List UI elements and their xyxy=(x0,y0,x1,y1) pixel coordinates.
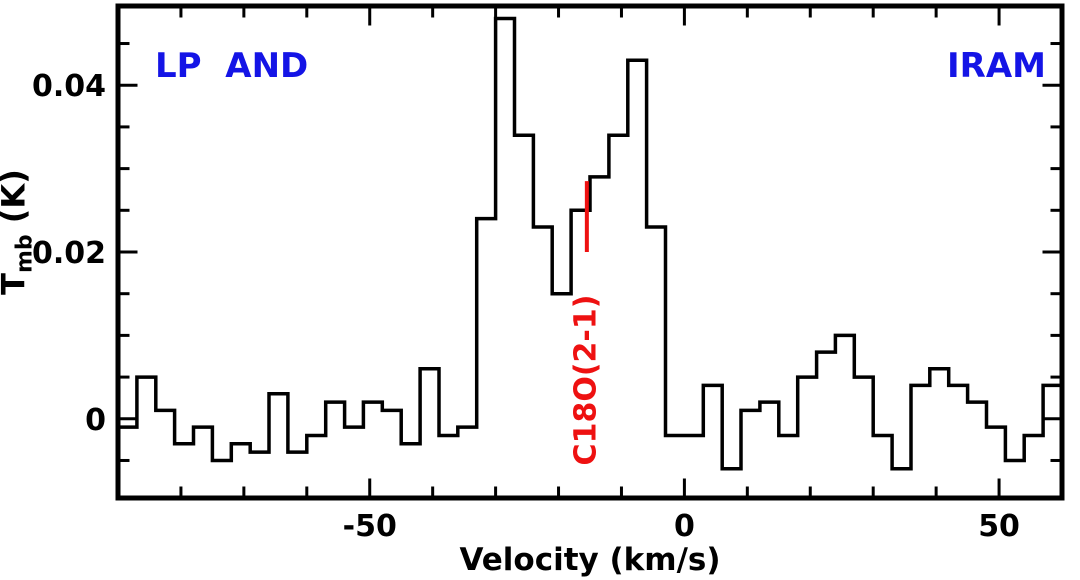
x-tick-label: 50 xyxy=(978,509,1020,544)
source-label: LP AND xyxy=(155,46,309,86)
telescope-label: IRAM xyxy=(947,46,1046,86)
line-id-label: C18O(2-1) xyxy=(568,294,604,466)
y-axis-title: Tmb (K) xyxy=(0,169,38,295)
y-tick-label: 0 xyxy=(85,403,106,438)
x-tick-label: -50 xyxy=(343,509,397,544)
x-tick-label: 0 xyxy=(674,509,695,544)
x-axis-title: Velocity (km/s) xyxy=(459,542,721,578)
y-tick-label: 0.02 xyxy=(32,236,106,271)
y-axis-title-unit: (K) xyxy=(0,169,33,224)
y-axis-title-subscript: mb xyxy=(12,234,38,274)
y-axis-title-symbol: T xyxy=(0,273,32,295)
plot-frame xyxy=(115,3,1065,501)
spectrum-line xyxy=(118,16,1062,471)
y-tick-label: 0.04 xyxy=(32,69,106,104)
